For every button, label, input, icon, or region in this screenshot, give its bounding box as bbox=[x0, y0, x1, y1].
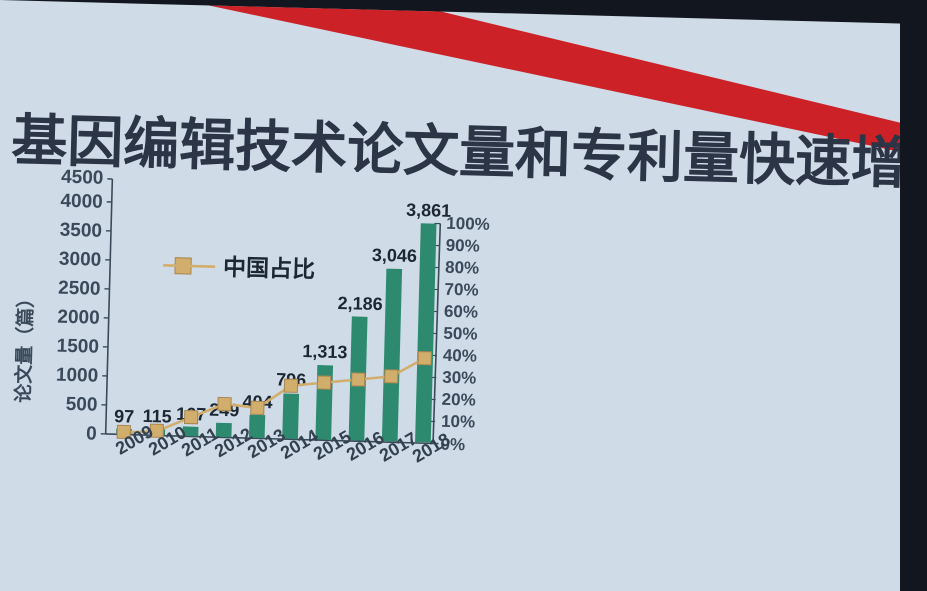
svg-text:10%: 10% bbox=[441, 412, 476, 432]
svg-text:40%: 40% bbox=[443, 346, 478, 366]
svg-text:80%: 80% bbox=[445, 258, 480, 278]
svg-text:2000: 2000 bbox=[57, 307, 100, 329]
svg-text:50%: 50% bbox=[443, 324, 478, 344]
svg-text:796: 796 bbox=[276, 369, 307, 390]
svg-text:2013: 2013 bbox=[244, 425, 289, 463]
svg-text:2014: 2014 bbox=[277, 426, 322, 464]
svg-text:249: 249 bbox=[209, 400, 240, 421]
svg-text:60%: 60% bbox=[444, 302, 479, 322]
svg-text:中国占比: 中国占比 bbox=[223, 254, 316, 282]
svg-text:论文量（篇）: 论文量（篇） bbox=[11, 288, 37, 403]
svg-text:3,046: 3,046 bbox=[372, 245, 418, 266]
svg-text:4000: 4000 bbox=[60, 191, 103, 213]
svg-text:70%: 70% bbox=[444, 280, 479, 300]
svg-text:90%: 90% bbox=[445, 236, 480, 256]
svg-text:20%: 20% bbox=[441, 390, 476, 410]
svg-text:97: 97 bbox=[114, 406, 135, 427]
svg-text:2011: 2011 bbox=[178, 423, 222, 460]
svg-text:3000: 3000 bbox=[59, 249, 102, 271]
svg-text:2016: 2016 bbox=[343, 427, 388, 465]
svg-text:2015: 2015 bbox=[310, 426, 355, 464]
svg-text:115: 115 bbox=[142, 406, 172, 427]
svg-text:3,861: 3,861 bbox=[406, 200, 452, 221]
svg-text:2017: 2017 bbox=[376, 428, 421, 466]
svg-text:1000: 1000 bbox=[56, 365, 99, 387]
svg-text:3500: 3500 bbox=[59, 220, 102, 242]
svg-text:2010: 2010 bbox=[145, 422, 190, 460]
svg-text:2500: 2500 bbox=[58, 278, 101, 300]
svg-text:167: 167 bbox=[176, 404, 207, 425]
svg-text:2012: 2012 bbox=[211, 424, 256, 462]
svg-text:0: 0 bbox=[86, 423, 97, 444]
svg-text:500: 500 bbox=[65, 394, 97, 416]
svg-text:2,186: 2,186 bbox=[337, 293, 383, 314]
svg-text:30%: 30% bbox=[442, 368, 477, 388]
svg-text:2009: 2009 bbox=[112, 421, 157, 459]
svg-text:100%: 100% bbox=[446, 214, 490, 234]
svg-text:2018: 2018 bbox=[409, 429, 454, 467]
svg-text:404: 404 bbox=[242, 391, 273, 412]
svg-text:0%: 0% bbox=[440, 435, 465, 455]
svg-text:1,313: 1,313 bbox=[302, 341, 348, 362]
svg-text:1500: 1500 bbox=[56, 336, 99, 358]
